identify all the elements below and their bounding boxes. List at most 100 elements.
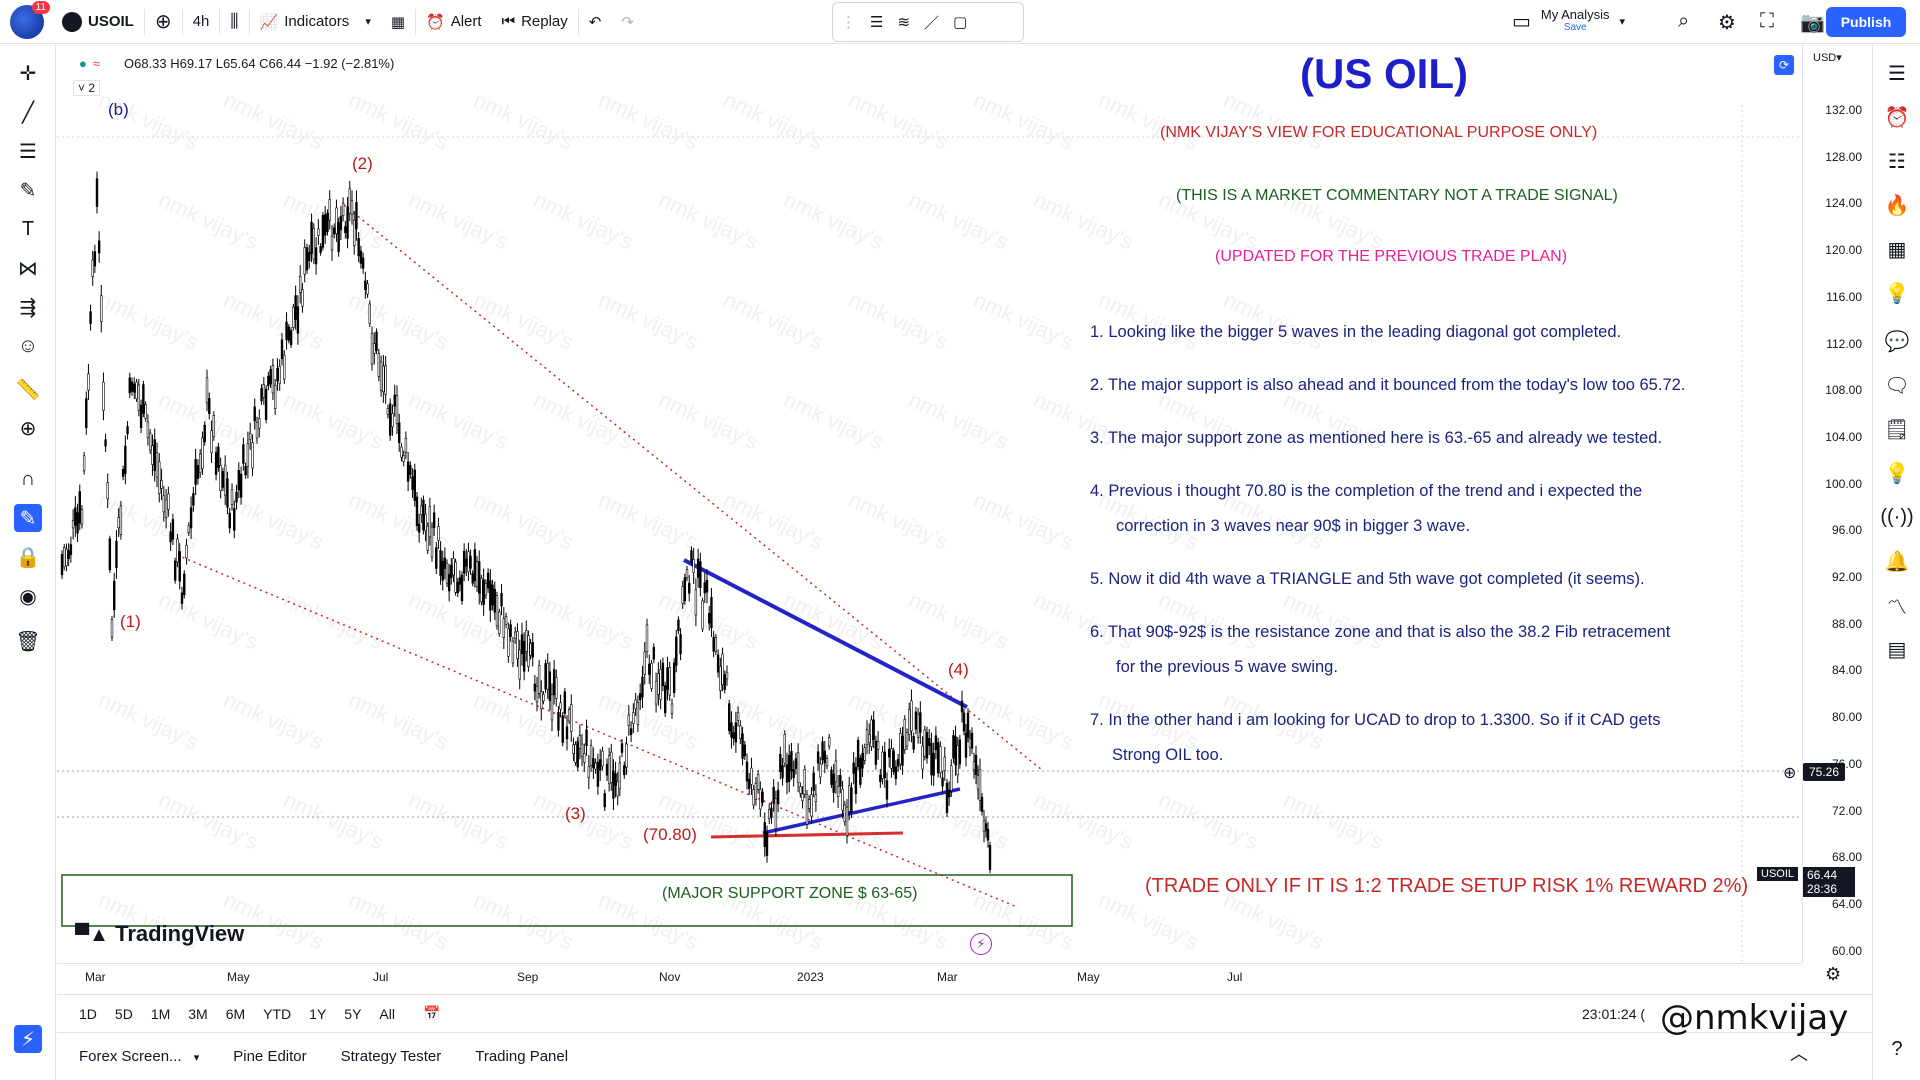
fib-retracement-icon[interactable]: ☰: [19, 140, 37, 163]
fullscreen-icon[interactable]: ⛶: [1760, 10, 1774, 32]
range-5d[interactable]: 5D: [114, 1005, 133, 1022]
alert-button[interactable]: ⏰ Alert: [416, 0, 492, 44]
tab-strategy-tester[interactable]: Strategy Tester: [340, 1048, 442, 1065]
candle-body: [643, 651, 646, 675]
publish-button[interactable]: Publish: [1826, 7, 1906, 37]
lightning-icon[interactable]: ⚡: [970, 933, 992, 955]
trend-line-icon[interactable]: ╱: [21, 101, 35, 124]
replay-button[interactable]: ⏮ Replay: [492, 0, 578, 44]
ruler-icon[interactable]: 📏: [15, 378, 41, 401]
range-3m[interactable]: 3M: [188, 1005, 208, 1022]
candle-body: [509, 624, 512, 637]
gear-icon[interactable]: ⚙: [1718, 12, 1736, 34]
watermark-text: nmk vijay's: [405, 787, 512, 855]
axis-settings-icon[interactable]: ⚙: [1825, 964, 1842, 984]
layout-menu[interactable]: ▭ My Analysis Save ▾: [1512, 8, 1625, 34]
fib-tool-icon[interactable]: ☰: [870, 14, 884, 31]
symbol-search[interactable]: USOIL: [52, 0, 144, 44]
range-6m[interactable]: 6M: [225, 1005, 246, 1022]
watermark-text: nmk vijay's: [970, 287, 1077, 355]
eye-icon[interactable]: ◉: [19, 585, 37, 608]
date-range-icon[interactable]: 📅: [422, 1005, 441, 1021]
range-5y[interactable]: 5Y: [344, 1005, 362, 1022]
data-window-icon[interactable]: ☷: [1888, 150, 1906, 173]
candle-body: [82, 455, 86, 472]
crosshair-icon[interactable]: ✛: [19, 62, 37, 85]
price-axis[interactable]: USD▾ 132.00 128.00 124.00 120.00 116.00 112.0…: [1802, 45, 1872, 963]
candle-body: [364, 280, 367, 290]
text-icon[interactable]: T: [21, 217, 35, 240]
indicators-button[interactable]: 📈 Indicators ▾: [250, 0, 381, 44]
time-axis[interactable]: Mar May Jul Sep Nov 2023 Mar May Jul: [57, 963, 1802, 993]
candle-body: [465, 558, 468, 567]
plus-icon[interactable]: ⊕: [1783, 765, 1797, 782]
rectangle-icon[interactable]: ▢: [953, 14, 968, 31]
candle-body: [570, 704, 573, 732]
candle-body: [645, 624, 649, 653]
pattern-icon[interactable]: ⋈: [18, 257, 38, 280]
broadcast-icon[interactable]: ((·)): [1880, 505, 1914, 528]
templates-button[interactable]: ▦: [381, 0, 415, 44]
candle-body: [930, 742, 933, 776]
chat-icon[interactable]: 💬: [1884, 330, 1910, 353]
watchlist-icon[interactable]: ☰: [1888, 62, 1906, 85]
candle-body: [273, 384, 277, 410]
range-1d[interactable]: 1D: [79, 1005, 97, 1022]
lock-icon[interactable]: 🔒: [15, 546, 41, 569]
interval-button[interactable]: 4h: [183, 0, 220, 44]
settings-sync-icon[interactable]: ⟳: [1774, 55, 1794, 75]
smiley-icon[interactable]: ☺: [17, 334, 39, 357]
zoom-in-icon[interactable]: ⊕: [19, 417, 37, 440]
chart-type-button[interactable]: ⫼: [220, 0, 248, 44]
candle-body: [333, 227, 336, 235]
range-ytd[interactable]: YTD: [263, 1005, 292, 1022]
drag-handle-icon[interactable]: ⋮: [841, 14, 856, 31]
tab-trading-panel[interactable]: Trading Panel: [475, 1048, 569, 1065]
lightbulb-icon[interactable]: 💡: [1884, 462, 1910, 485]
messages-icon[interactable]: 🗨: [1884, 374, 1910, 397]
stay-in-drawing-mode-icon[interactable]: ✎: [14, 504, 42, 532]
candle-body: [475, 561, 479, 587]
collapse-panel-icon[interactable]: ︿: [1790, 1044, 1808, 1064]
compare-symbol-button[interactable]: ⊕: [145, 0, 182, 44]
chart-pane[interactable]: nmk vijay's nmk vijay's nmk vijay's nmk vij…: [57, 45, 1872, 963]
range-1m[interactable]: 1M: [150, 1005, 171, 1022]
undo-button[interactable]: ↶: [579, 0, 612, 44]
alerts-clock-icon[interactable]: ⏰: [1884, 106, 1910, 129]
redo-button[interactable]: ↷: [611, 0, 644, 44]
eye-icon[interactable]: ●: [79, 56, 87, 71]
candle-body: [941, 777, 944, 787]
pitchfork-icon[interactable]: ≋: [897, 14, 911, 31]
candle-body: [242, 444, 245, 464]
trend-line-icon[interactable]: ／: [924, 14, 940, 32]
magnet-icon[interactable]: ∩: [20, 467, 36, 490]
notifications-icon[interactable]: 🔔: [1884, 550, 1910, 573]
candle-body: [945, 782, 949, 813]
hotlist-icon[interactable]: ⚡: [14, 1025, 42, 1053]
trash-icon[interactable]: 🗑: [15, 630, 41, 653]
help-icon[interactable]: ?: [1891, 1037, 1903, 1060]
camera-icon[interactable]: 📷: [1800, 12, 1825, 34]
tab-pine-editor[interactable]: Pine Editor: [233, 1048, 307, 1065]
support-zone-label: (MAJOR SUPPORT ZONE $ 63-65): [662, 885, 918, 902]
legend-toggle[interactable]: ˅ 2: [73, 80, 101, 96]
search-icon[interactable]: ⌕: [1678, 10, 1690, 32]
trend-icon[interactable]: 〽: [1887, 596, 1907, 619]
order-panel-icon[interactable]: ▤: [1887, 638, 1907, 661]
profile-avatar[interactable]: 11: [10, 0, 50, 39]
candle-body: [511, 640, 515, 664]
hotlists-icon[interactable]: 🔥: [1884, 194, 1910, 217]
candle-body: [235, 491, 238, 503]
candle-body: [221, 471, 225, 488]
brush-icon[interactable]: ✎: [19, 179, 37, 202]
candle-body: [248, 432, 252, 440]
news-icon[interactable]: 🗒: [1884, 418, 1910, 441]
currency-menu[interactable]: USD▾: [1813, 52, 1842, 64]
calendar-icon[interactable]: ▦: [1887, 238, 1907, 261]
ideas-bulb-icon[interactable]: 💡: [1884, 282, 1910, 305]
prediction-icon[interactable]: ⇶: [19, 296, 37, 319]
candle-body: [244, 466, 247, 476]
range-all[interactable]: All: [379, 1005, 395, 1022]
range-1y[interactable]: 1Y: [309, 1005, 327, 1022]
tab-forex-screener[interactable]: Forex Screen... ▾: [79, 1048, 199, 1065]
